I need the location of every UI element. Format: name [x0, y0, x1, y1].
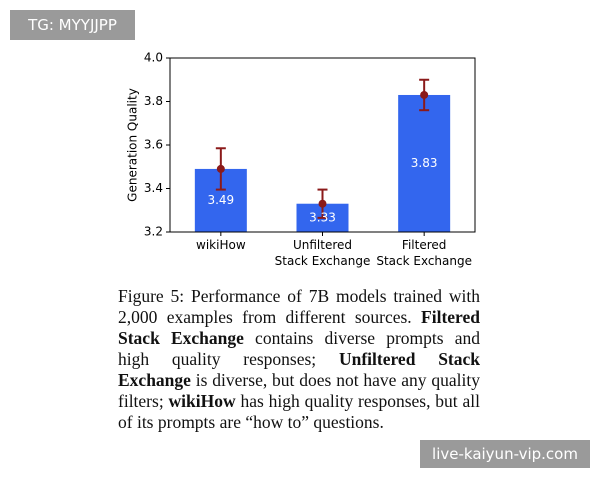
watermark: live-kaiyun-vip.com [420, 440, 590, 468]
y-tick-label: 3.8 [144, 94, 163, 108]
x-tick-label: wikiHow [196, 238, 246, 252]
value-label: 3.49 [207, 193, 234, 207]
x-tick-label: Filtered Stack Exchange [376, 238, 472, 268]
caption-bold: Unfiltered Stack Exchange [118, 349, 481, 390]
watermark: TG: MYYJJPP [10, 10, 135, 40]
chart: Generation Quality 3.2 3.4 3.6 3.8 4.0 3.49 wi… [126, 51, 476, 268]
caption-bold: wikiHow [168, 391, 236, 411]
y-tick-label: 3.2 [144, 225, 163, 239]
mean-dot [318, 199, 327, 208]
caption-text: Figure 5: Performance of 7B models train… [118, 286, 480, 327]
value-label: 3.33 [309, 210, 336, 224]
plot-frame [169, 57, 476, 233]
caption-bold: Filtered Stack Exchange [118, 307, 480, 348]
mean-dot [216, 164, 225, 173]
caption-text: has high quality responses, but all of i… [118, 391, 480, 432]
y-tick-label: 3.6 [144, 138, 163, 152]
y-axis-label: Generation Quality [126, 88, 140, 202]
mean-dot [420, 90, 429, 99]
y-tick-label: 4.0 [144, 51, 163, 65]
y-tick-label: 3.4 [144, 181, 163, 195]
caption-text: is diverse, but does not have any qualit… [118, 370, 480, 411]
figure-caption: Figure 5: Performance of 7B models train… [118, 286, 480, 433]
value-label: 3.83 [411, 156, 438, 170]
bar [398, 94, 451, 232]
caption-text: contains diverse prompts and high qualit… [118, 328, 480, 369]
x-tick-label: Unfiltered Stack Exchange [275, 238, 371, 268]
